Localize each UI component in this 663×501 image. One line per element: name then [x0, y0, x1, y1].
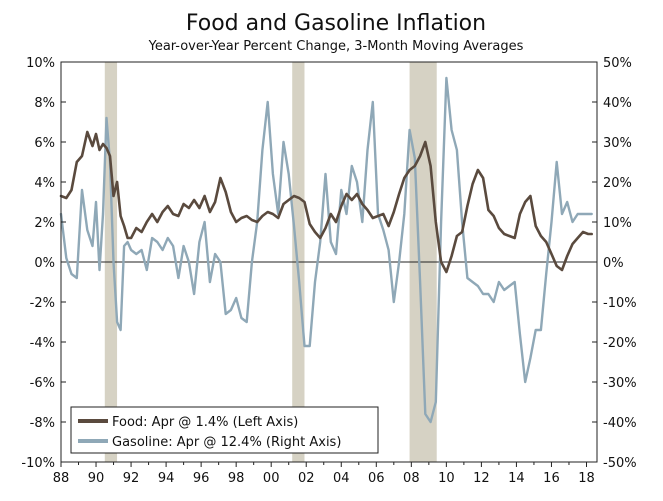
x-tick-label: 14: [508, 471, 525, 486]
legend: Food: Apr @ 1.4% (Left Axis) Gasoline: A…: [70, 406, 379, 454]
right-tick-label: -10%: [603, 296, 637, 311]
left-tick-label: -2%: [30, 296, 55, 311]
left-tick-label: 2%: [34, 216, 55, 231]
left-tick-label: 6%: [34, 136, 55, 151]
x-tick-label: 10: [438, 471, 455, 486]
chart-title: Food and Gasoline Inflation: [186, 11, 486, 36]
x-tick-label: 02: [298, 471, 315, 486]
x-tick-label: 04: [333, 471, 350, 486]
right-tick-label: 30%: [603, 136, 632, 151]
recession-bands: [104, 62, 437, 462]
right-axis-ticks: 50% 40% 30% 20% 10% 0% -10% -20% -30% -40% -50%: [592, 56, 637, 471]
right-tick-label: 10%: [603, 216, 632, 231]
left-tick-label: -6%: [30, 376, 55, 391]
right-tick-label: 20%: [603, 176, 632, 191]
x-tick-label: 88: [53, 471, 70, 486]
series-layer: [59, 76, 594, 424]
chart-subtitle: Year-over-Year Percent Change, 3-Month M…: [148, 39, 524, 54]
x-tick-label: 90: [88, 471, 105, 486]
x-tick-label: 96: [193, 471, 210, 486]
left-tick-label: 10%: [26, 56, 55, 71]
left-tick-label: -10%: [21, 456, 55, 471]
right-tick-label: 0%: [603, 256, 624, 271]
right-tick-label: -30%: [603, 376, 637, 391]
left-axis-ticks: 10% 8% 6% 4% 2% 0% -2% -4% -6% -8% -10%: [21, 56, 66, 471]
left-tick-label: 8%: [34, 96, 55, 111]
x-axis-ticks: 88 90 92 94 96 98 00 02 04 06 08 10 12 14 16 18: [53, 462, 595, 486]
legend-box: [70, 406, 379, 454]
food-series-line: [59, 130, 594, 274]
left-tick-label: 0%: [34, 256, 55, 271]
right-tick-label: 50%: [603, 56, 632, 71]
right-tick-label: 40%: [603, 96, 632, 111]
left-tick-label: -4%: [30, 336, 55, 351]
legend-food-label: Food: Apr @ 1.4% (Left Axis): [112, 415, 298, 430]
x-tick-label: 18: [578, 471, 595, 486]
left-tick-label: 4%: [34, 176, 55, 191]
x-tick-label: 98: [228, 471, 245, 486]
x-tick-label: 08: [403, 471, 420, 486]
right-tick-label: -20%: [603, 336, 637, 351]
left-tick-label: -8%: [30, 416, 55, 431]
right-tick-label: -50%: [603, 456, 637, 471]
x-tick-label: 06: [368, 471, 385, 486]
x-tick-label: 00: [263, 471, 280, 486]
right-tick-label: -40%: [603, 416, 637, 431]
gasoline-series-line: [59, 76, 593, 424]
legend-gasoline-label: Gasoline: Apr @ 12.4% (Right Axis): [112, 435, 341, 450]
x-tick-label: 94: [158, 471, 175, 486]
x-tick-label: 16: [543, 471, 560, 486]
x-tick-label: 12: [473, 471, 490, 486]
x-tick-label: 92: [123, 471, 140, 486]
